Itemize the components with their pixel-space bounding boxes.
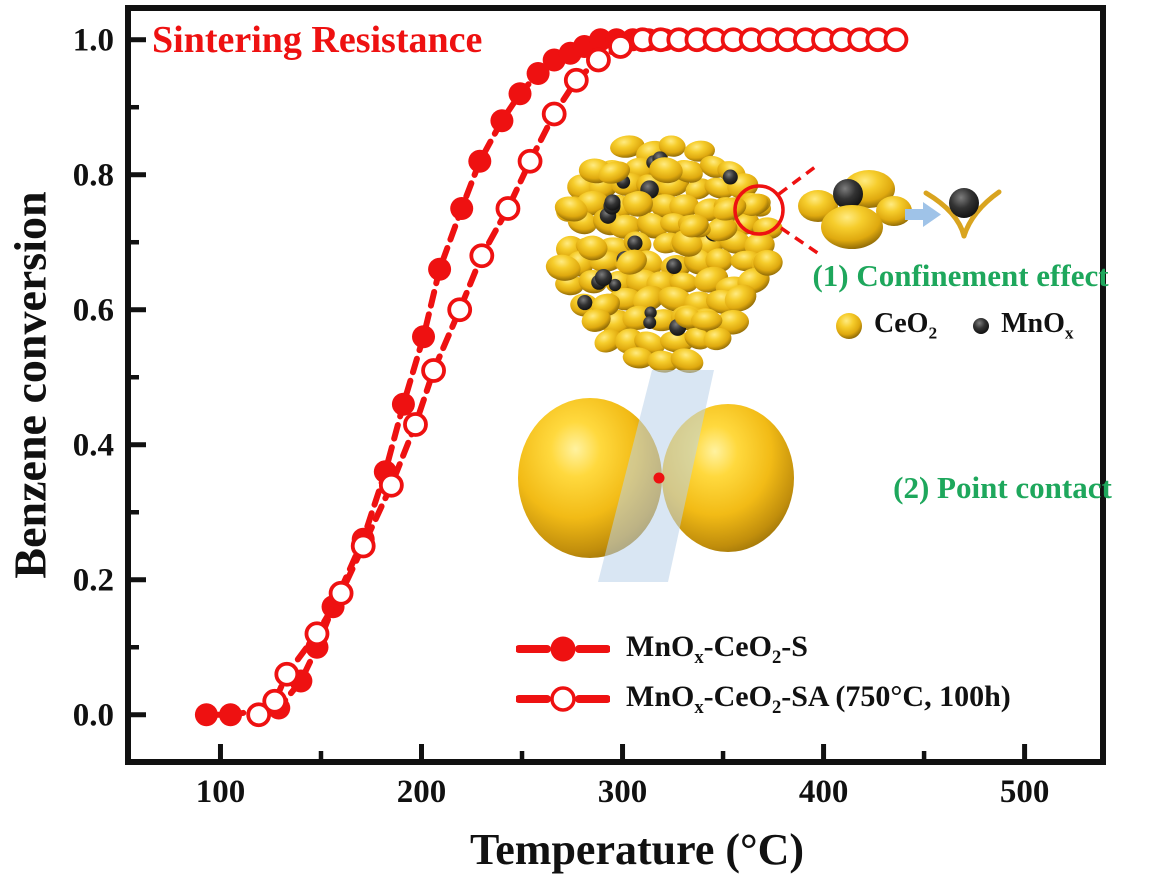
confinement-effect-label: (1) Confinement effect <box>812 258 1109 293</box>
ceo2-label: CeO2 <box>874 308 938 343</box>
series-mnox-ceo2-sa-750-c-100h- <box>246 27 909 728</box>
mnox-label: MnOx <box>1001 308 1074 343</box>
axes-frame <box>125 5 1106 765</box>
magnifier-annotation <box>733 165 823 258</box>
y-axis-ticks: 0.0 0.2 0.4 0.6 0.8 1.0 <box>73 23 146 734</box>
legend-label-mnox-ceo2-s: MnOx-CeO2-S <box>626 629 808 668</box>
series-legend: MnOx-CeO2-S MnOx-CeO2-SA (750°C, 100h) <box>516 624 1011 724</box>
point-contact-label: (2) Point contact <box>893 470 1112 505</box>
svg-text:200: 200 <box>397 774 447 810</box>
filled-circle-line-icon <box>516 636 610 662</box>
svg-text:100: 100 <box>196 774 246 810</box>
point-contact-illustration <box>518 370 794 582</box>
contact-point <box>653 472 665 484</box>
x-axis-label: Temperature (°C) <box>469 825 805 874</box>
svg-text:0.8: 0.8 <box>73 158 114 194</box>
inset-material-legend: CeO2 MnOx <box>834 308 1074 344</box>
legend-row-mnox-ceo2-sa: MnOx-CeO2-SA (750°C, 100h) <box>516 674 1011 724</box>
magnified-cluster-illustration <box>798 170 912 249</box>
svg-text:400: 400 <box>799 774 849 810</box>
svg-text:500: 500 <box>1000 774 1050 810</box>
y-axis-label: Benzene conversion <box>4 191 56 579</box>
svg-text:1.0: 1.0 <box>73 23 114 59</box>
svg-text:300: 300 <box>598 774 648 810</box>
legend-row-mnox-ceo2-s: MnOx-CeO2-S <box>516 624 1011 674</box>
svg-text:0.6: 0.6 <box>73 293 114 329</box>
svg-text:0.0: 0.0 <box>73 698 114 734</box>
chart-annotation-title: Sintering Resistance <box>152 19 483 61</box>
x-axis-ticks: 100 200 300 400 500 <box>196 744 1050 810</box>
confinement-arrow-icon <box>905 202 941 227</box>
legend-label-mnox-ceo2-sa: MnOx-CeO2-SA (750°C, 100h) <box>626 679 1011 718</box>
black-sphere-icon <box>973 317 990 334</box>
svg-text:0.4: 0.4 <box>73 428 114 464</box>
open-circle-line-icon <box>516 686 610 712</box>
v-groove-illustration <box>923 188 1002 239</box>
series-mnox-ceo2-s <box>194 28 725 727</box>
svg-text:0.2: 0.2 <box>73 563 114 599</box>
gold-sphere-icon <box>836 312 862 339</box>
ceo2-cluster-illustration <box>545 135 783 373</box>
